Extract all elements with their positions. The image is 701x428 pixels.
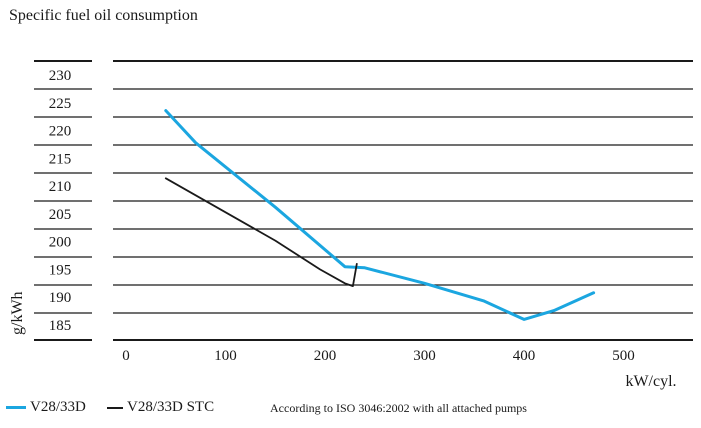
x-tick-label: 300 [413, 348, 436, 364]
y-tick-labels: 185 190 195 200 205 210 215 220 225 230 [49, 68, 72, 334]
y-tick-label: 190 [49, 290, 72, 306]
legend-item-v28-33d: V28/33D [6, 399, 86, 416]
y-axis-label: g/kWh [9, 291, 26, 335]
y-tick-label: 220 [49, 124, 72, 140]
legend: V28/33D V28/33D STC According to ISO 304… [0, 399, 701, 421]
chart-title: Specific fuel oil consumption [9, 7, 198, 24]
y-tick-label: 200 [49, 235, 72, 251]
x-tick-label: 200 [314, 348, 337, 364]
x-tick-label: 400 [513, 348, 536, 364]
y-tick-label: 230 [49, 68, 72, 84]
y-tick-label: 185 [49, 318, 72, 334]
y-tick-label: 205 [49, 207, 72, 223]
y-tick-label: 195 [49, 262, 72, 278]
series-line-v28-33d [164, 109, 596, 321]
gridlines [34, 60, 693, 341]
y-tick-label: 210 [49, 179, 72, 195]
legend-swatch-v28-33d-stc [107, 406, 123, 409]
legend-swatch-v28-33d [6, 406, 26, 409]
x-tick-label: 0 [122, 348, 130, 364]
legend-label-v28-33d: V28/33D [30, 399, 86, 415]
x-tick-label: 100 [214, 348, 237, 364]
iso-note: According to ISO 3046:2002 with all atta… [270, 401, 527, 415]
x-axis-label: kW/cyl. [625, 373, 676, 390]
y-tick-label: 215 [49, 151, 72, 167]
y-tick-label: 225 [49, 96, 72, 112]
x-tick-labels: 0 100 200 300 400 500 [122, 348, 635, 364]
legend-label-v28-33d-stc: V28/33D STC [127, 399, 215, 415]
series-line-v28-33d-stc [164, 177, 358, 288]
x-tick-label: 500 [612, 348, 635, 364]
series-lines [164, 109, 596, 321]
legend-item-v28-33d-stc: V28/33D STC [107, 399, 214, 416]
